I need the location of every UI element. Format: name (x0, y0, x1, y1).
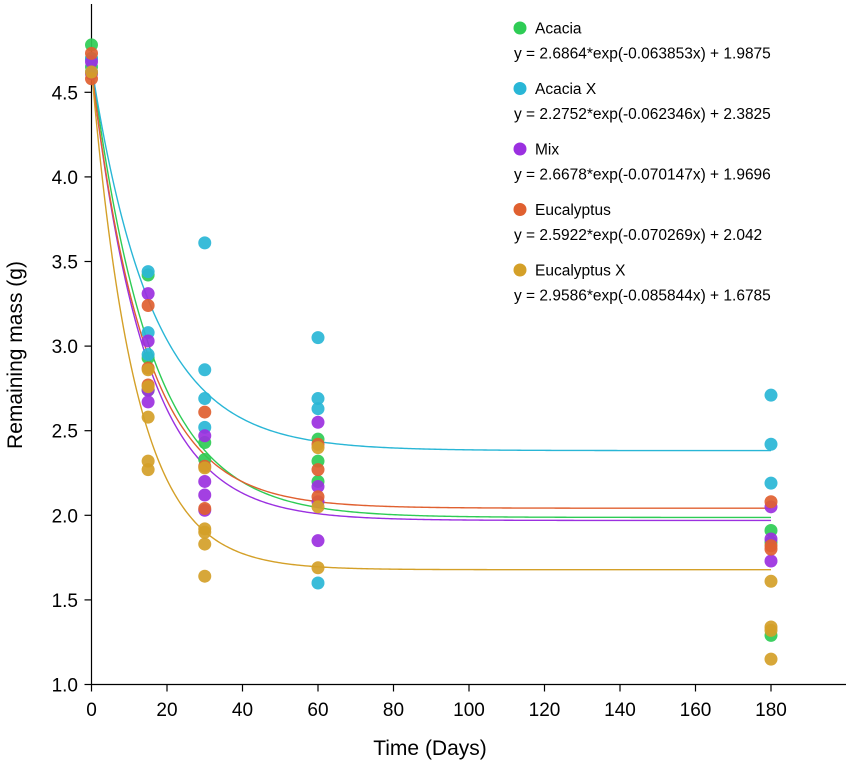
x-tick-label: 60 (307, 700, 328, 721)
point-eucalyptus-x (311, 441, 325, 455)
point-eucalyptus (141, 298, 155, 312)
point-acacia-x (764, 388, 778, 402)
point-eucalyptus-x (198, 537, 212, 551)
point-mix (198, 429, 212, 443)
x-tick-label: 140 (604, 700, 636, 721)
y-tick-label: 3.5 (52, 253, 78, 274)
point-eucalyptus-x (141, 363, 155, 377)
y-tick-label: 2.0 (52, 506, 78, 527)
point-mix (311, 415, 325, 429)
point-acacia-x (311, 576, 325, 590)
legend-marker-acacia-x (513, 82, 527, 95)
point-eucalyptus (311, 463, 325, 477)
legend: Acacia y = 2.6864*exp(-0.063853x) + 1.987… (513, 21, 771, 305)
x-tick-label: 120 (529, 700, 561, 721)
point-eucalyptus-x (141, 463, 155, 477)
y-tick-label: 1.5 (52, 591, 78, 612)
legend-equation-acacia: y = 2.6864*exp(-0.063853x) + 1.9875 (514, 46, 771, 63)
point-eucalyptus-x (311, 561, 325, 575)
point-eucalyptus-x (198, 461, 212, 475)
legend-equation-acacia-x: y = 2.2752*exp(-0.062346x) + 2.3825 (514, 106, 771, 123)
x-tick-label: 40 (232, 700, 253, 721)
y-tick-label: 3.0 (52, 337, 78, 358)
legend-label-eucalyptus-x: Eucalyptus X (535, 263, 626, 280)
point-acacia-x (311, 402, 325, 416)
point-eucalyptus-x (85, 65, 98, 79)
point-acacia-x (141, 348, 155, 362)
legend-marker-acacia (513, 21, 527, 35)
legend-marker-mix (513, 142, 527, 156)
point-acacia-x (198, 392, 212, 406)
legend-marker-eucalyptus-x (513, 263, 527, 277)
fit-curve-acacia-x (90, 65, 771, 452)
point-eucalyptus-x (198, 525, 212, 539)
legend-label-eucalyptus: Eucalyptus (535, 202, 611, 219)
point-eucalyptus (764, 495, 778, 509)
legend-label-mix: Mix (535, 142, 559, 159)
legend-equation-mix: y = 2.6678*exp(-0.070147x) + 1.9696 (514, 167, 771, 184)
point-eucalyptus-x (764, 623, 778, 637)
fit-curves (90, 62, 771, 571)
x-tick-label: 180 (755, 700, 787, 721)
point-eucalyptus-x (141, 410, 155, 424)
point-eucalyptus (311, 490, 325, 504)
point-acacia-x (141, 265, 155, 279)
fit-curve-eucalyptus-x (90, 69, 771, 571)
point-acacia-x (198, 236, 212, 250)
x-tick-label: 100 (453, 700, 485, 721)
point-acacia-x (311, 331, 325, 345)
point-eucalyptus-x (141, 380, 155, 394)
y-tick-label: 1.0 (52, 676, 78, 697)
point-acacia-x (311, 392, 325, 406)
point-eucalyptus-x (764, 574, 778, 588)
point-mix (141, 287, 155, 301)
point-mix (764, 554, 778, 568)
point-mix (311, 534, 325, 548)
legend-label-acacia-x: Acacia X (535, 81, 597, 98)
point-eucalyptus (198, 502, 212, 516)
point-acacia-x (764, 476, 778, 490)
x-tick-label: 80 (383, 700, 404, 721)
point-mix (141, 334, 155, 348)
point-eucalyptus (764, 542, 778, 556)
point-eucalyptus-x (764, 652, 778, 666)
point-acacia-x (198, 363, 212, 377)
point-eucalyptus-x (198, 569, 212, 583)
x-tick-label: 0 (86, 700, 97, 721)
legend-equation-eucalyptus-x: y = 2.9586*exp(-0.085844x) + 1.6785 (514, 288, 771, 305)
y-tick-label: 2.5 (52, 422, 78, 443)
point-mix (311, 480, 325, 494)
point-eucalyptus-x (311, 500, 325, 514)
tick-labels: 0 20 40 60 80 100 120 140 160 180 1.0 1.5 2.0 2.5 3.0 3… (52, 83, 787, 721)
point-acacia-x (764, 437, 778, 451)
x-axis-title: Time (Days) (373, 737, 487, 760)
point-eucalyptus (85, 46, 98, 60)
y-axis-title: Remaining mass (g) (4, 261, 27, 449)
point-eucalyptus (198, 405, 212, 419)
x-tick-label: 160 (680, 700, 712, 721)
y-tick-label: 4.5 (52, 83, 78, 104)
data-points (85, 38, 778, 666)
legend-marker-eucalyptus (513, 203, 527, 216)
fit-curve-acacia (90, 62, 771, 519)
point-mix (198, 488, 212, 502)
legend-equation-eucalyptus: y = 2.5922*exp(-0.070269x) + 2.042 (514, 227, 762, 244)
y-tick-label: 4.0 (52, 168, 78, 189)
x-tick-label: 20 (156, 700, 177, 721)
point-mix (141, 395, 155, 409)
point-mix (198, 474, 212, 488)
legend-label-acacia: Acacia (535, 21, 582, 38)
